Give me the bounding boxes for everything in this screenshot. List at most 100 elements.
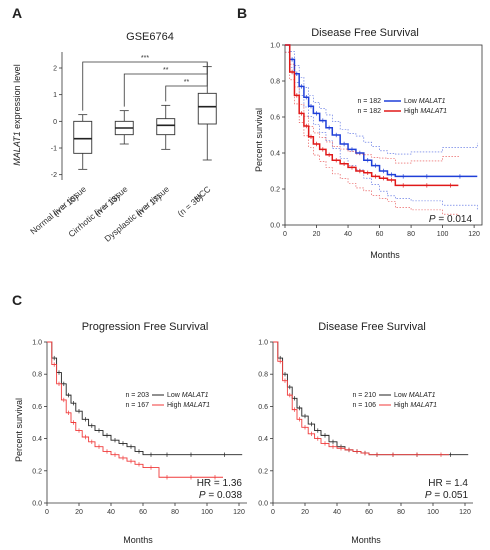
legend-high-label: High MALAT1 xyxy=(167,402,210,409)
box-0 xyxy=(73,114,93,170)
x-tick-label: 80 xyxy=(171,509,179,516)
x-tick-label: 0 xyxy=(271,509,275,516)
box-2 xyxy=(156,104,176,150)
panel-b-label: B xyxy=(237,5,247,21)
survival-curve xyxy=(273,341,449,456)
x-tick-label: 80 xyxy=(407,231,415,238)
panel-c-right-xlabel: Months xyxy=(351,535,381,545)
y-tick-label: 0.0 xyxy=(258,501,268,508)
x-tick-label: 40 xyxy=(344,231,352,238)
series-high xyxy=(47,341,223,480)
category-label-3: HCC(n = 35) xyxy=(175,184,212,219)
bracket-line xyxy=(165,62,208,102)
bracket-line xyxy=(82,61,208,111)
y-tick-label: 0.6 xyxy=(258,404,268,411)
panel-b-title: Disease Free Survival xyxy=(311,27,419,39)
panel-c-left-title: Progression Free Survival xyxy=(82,321,209,333)
significance-label: ** xyxy=(184,79,190,86)
x-tick-label: 100 xyxy=(427,509,439,516)
box-1 xyxy=(114,110,134,145)
significance-label: *** xyxy=(141,55,149,62)
x-tick-label: 20 xyxy=(75,509,83,516)
x-tick-label: 80 xyxy=(397,509,405,516)
x-tick-label: 60 xyxy=(376,231,384,238)
panel-c-left-hr: HR = 1.36 xyxy=(197,478,243,489)
panel-b-legend: n = 182 Low MALAT1 n = 182 High MALAT1 xyxy=(357,98,447,115)
x-tick-label: 60 xyxy=(139,509,147,516)
panel-b-ylabel: Percent survival xyxy=(254,108,264,172)
y-tick-label: 0.4 xyxy=(270,151,280,158)
legend-low-label: Low MALAT1 xyxy=(394,392,436,399)
panel-b-xlabel: Months xyxy=(370,250,400,260)
panel-c-left-pvalue: P = 0.038 xyxy=(199,490,243,501)
y-tick-label: 1.0 xyxy=(270,43,280,50)
ci-lower xyxy=(285,51,478,210)
y-tick-label: 0.2 xyxy=(270,187,280,194)
y-tick-label: 0.4 xyxy=(258,436,268,443)
box-iqr xyxy=(73,120,93,154)
panel-c-right-pvalue: P = 0.051 xyxy=(425,490,469,501)
panel-c-label: C xyxy=(12,292,22,308)
y-tick-label: 0.2 xyxy=(258,468,268,475)
legend-n-high: n = 182 xyxy=(357,108,381,115)
panel-a-ylabel: MALAT1 expression level xyxy=(12,64,22,165)
plot-area xyxy=(285,44,478,217)
survival-curve xyxy=(47,341,243,456)
significance-bracket: ** xyxy=(165,62,208,102)
y-tick-label: 1.0 xyxy=(258,340,268,347)
x-tick-label: 40 xyxy=(107,509,115,516)
panel-c-left-legend: n = 203 Low MALAT1 n = 167 High MALAT1 xyxy=(125,392,210,409)
series-high xyxy=(285,44,459,217)
y-tick-label: 0.0 xyxy=(270,223,280,230)
y-tick-label: 1.0 xyxy=(32,340,42,347)
panel-a-title: GSE6764 xyxy=(126,31,174,43)
box-iqr xyxy=(197,92,217,125)
survival-curve xyxy=(285,44,478,178)
survival-curve xyxy=(47,341,223,478)
panel-c-right-title: Disease Free Survival xyxy=(318,321,426,333)
panel-c-right-legend: n = 210 Low MALAT1 n = 106 High MALAT1 xyxy=(352,392,437,409)
panel-c-left-km-plot: 0 20 40 60 80 100 120 0.0 0.2 0.4 0.6 0.8 1.0 xyxy=(32,340,247,516)
panel-c-left-ylabel: Percent survival xyxy=(14,398,24,462)
y-tick-label: 0.6 xyxy=(32,404,42,411)
significance-label: ** xyxy=(163,67,169,74)
ci-lower xyxy=(285,51,459,217)
category-n: (n = 35) xyxy=(175,192,204,219)
legend-low-label: Low MALAT1 xyxy=(167,392,209,399)
series-high xyxy=(273,341,449,457)
y-tick-label: 0 xyxy=(53,119,57,126)
x-tick-label: 20 xyxy=(301,509,309,516)
x-tick-label: 60 xyxy=(365,509,373,516)
x-tick-label: 0 xyxy=(283,231,287,238)
y-tick-label: 0.6 xyxy=(270,115,280,122)
y-tick-label: -2 xyxy=(51,172,57,179)
legend-high-label: High MALAT1 xyxy=(394,402,437,409)
y-tick-label: 0.8 xyxy=(258,372,268,379)
y-tick-label: 0.8 xyxy=(32,372,42,379)
legend-high-label: High MALAT1 xyxy=(404,108,447,115)
x-tick-label: 40 xyxy=(333,509,341,516)
panel-c-left-xlabel: Months xyxy=(123,535,153,545)
x-tick-label: 120 xyxy=(233,509,245,516)
panel-c-right-km-plot: 0 20 40 60 80 100 120 0.0 0.2 0.4 0.6 0.8 1.0 xyxy=(258,340,473,516)
ci-upper xyxy=(285,44,459,164)
y-tick-label: 0.2 xyxy=(32,468,42,475)
legend-n-low: n = 182 xyxy=(357,98,381,105)
series-low xyxy=(47,341,243,457)
x-tick-label: 100 xyxy=(437,231,449,238)
x-tick-label: 0 xyxy=(45,509,49,516)
x-tick-label: 100 xyxy=(201,509,213,516)
plot-area xyxy=(273,341,469,457)
y-tick-label: -1 xyxy=(51,146,57,153)
y-tick-label: 0.4 xyxy=(32,436,42,443)
y-tick-label: 0.0 xyxy=(32,501,42,508)
series-low xyxy=(273,341,469,457)
x-tick-label: 120 xyxy=(468,231,480,238)
legend-n-low: n = 210 xyxy=(352,392,376,399)
y-tick-label: 0.8 xyxy=(270,79,280,86)
legend-n-high: n = 167 xyxy=(125,402,149,409)
y-tick-label: 2 xyxy=(53,66,57,73)
panel-b-pvalue: P = 0.014 xyxy=(429,214,473,225)
